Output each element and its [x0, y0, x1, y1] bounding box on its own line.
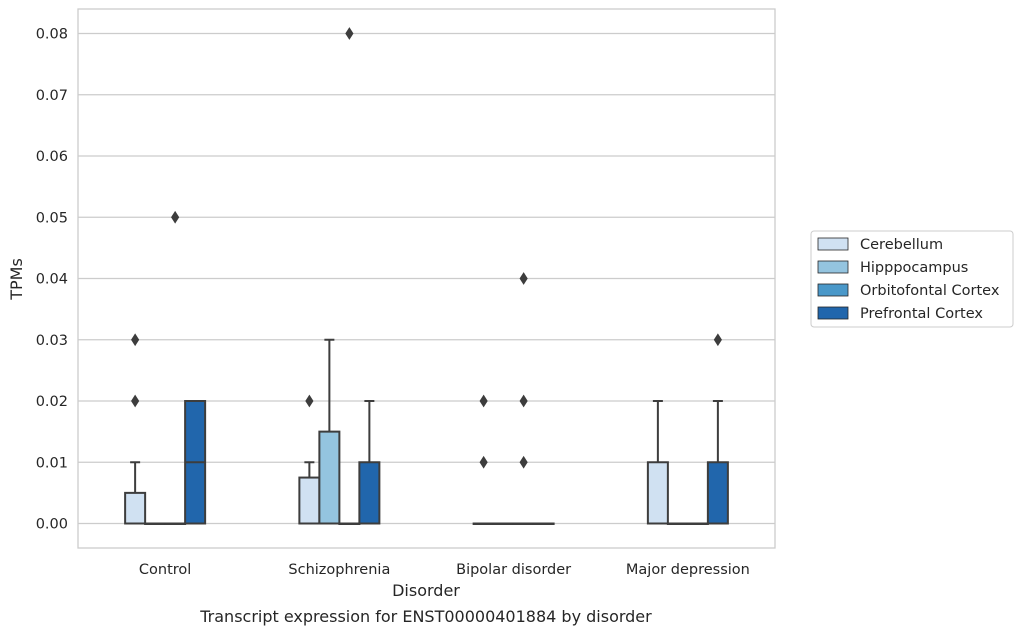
chart-title: Transcript expression for ENST0000040188… — [199, 607, 652, 626]
box-orbitofontal-cortex — [338, 27, 361, 525]
legend-label: Cerebellum — [860, 237, 943, 253]
legend-swatch — [817, 283, 849, 297]
y-tick-label: 0.05 — [36, 210, 68, 226]
y-axis-title: TPMs — [7, 258, 26, 301]
box-hipppocampus — [666, 522, 689, 525]
legend-label: Prefrontal Cortex — [860, 306, 983, 322]
y-tick-label: 0.08 — [36, 27, 68, 43]
box-body — [298, 476, 321, 525]
plot-frame — [77, 8, 776, 549]
y-tick-label: 0.06 — [36, 149, 68, 165]
box-hipppocampus — [492, 522, 515, 525]
outlier-point — [131, 394, 140, 408]
legend-swatch — [817, 260, 849, 274]
outlier-point — [305, 394, 314, 408]
legend: Cerebellum Hipppocampus Orbitofontal Corte… — [810, 230, 1014, 328]
box-prefrontal-cortex — [706, 333, 729, 525]
box-hipppocampus — [318, 338, 341, 525]
box-orbitofontal-cortex — [686, 522, 709, 525]
outlier-point — [131, 333, 140, 347]
box-prefrontal-cortex — [358, 400, 381, 525]
y-tick-label: 0.01 — [36, 455, 68, 471]
box-body — [706, 461, 729, 525]
legend-label: Hipppocampus — [860, 260, 968, 276]
outlier-point — [519, 455, 528, 469]
legend-label: Orbitofontal Cortex — [860, 283, 1000, 299]
outlier-point — [171, 210, 180, 224]
y-tick-label: 0.02 — [36, 394, 68, 410]
outlier-point — [345, 27, 354, 40]
x-tick-label: Control — [139, 562, 191, 578]
legend-swatch — [817, 306, 849, 320]
y-tick-label: 0.00 — [36, 517, 68, 533]
legend-swatch — [817, 237, 849, 251]
box-body — [358, 461, 381, 525]
box-body — [646, 461, 669, 525]
y-tick-label: 0.07 — [36, 88, 68, 104]
box-orbitofontal-cortex — [512, 272, 535, 525]
x-tick-label: Schizophrenia — [288, 562, 390, 578]
x-tick-label: Major depression — [626, 562, 750, 578]
y-tick-labels: 0.00 0.01 0.02 0.03 0.04 0.05 0.06 0.07 0.08 — [36, 27, 68, 533]
outlier-point — [519, 394, 528, 408]
outlier-point — [519, 272, 528, 285]
y-tick-label: 0.04 — [36, 272, 68, 288]
y-tick-label: 0.03 — [36, 333, 68, 349]
outlier-point — [479, 455, 488, 469]
box-cerebellum — [646, 400, 669, 525]
box-hipppocampus — [144, 522, 167, 525]
box-body — [124, 491, 147, 525]
boxes — [124, 27, 729, 525]
x-tick-labels: Control Schizophrenia Bipolar disorder Majo… — [139, 562, 750, 578]
box-prefrontal-cortex — [532, 522, 555, 525]
outlier-point — [713, 333, 722, 347]
legend-frame — [810, 230, 1014, 328]
x-tick-label: Bipolar disorder — [456, 562, 571, 578]
box-cerebellum — [124, 333, 147, 525]
x-axis-title: Disorder — [392, 581, 460, 600]
box-prefrontal-cortex — [184, 400, 207, 525]
outlier-point — [479, 394, 488, 408]
box-body — [318, 430, 341, 525]
